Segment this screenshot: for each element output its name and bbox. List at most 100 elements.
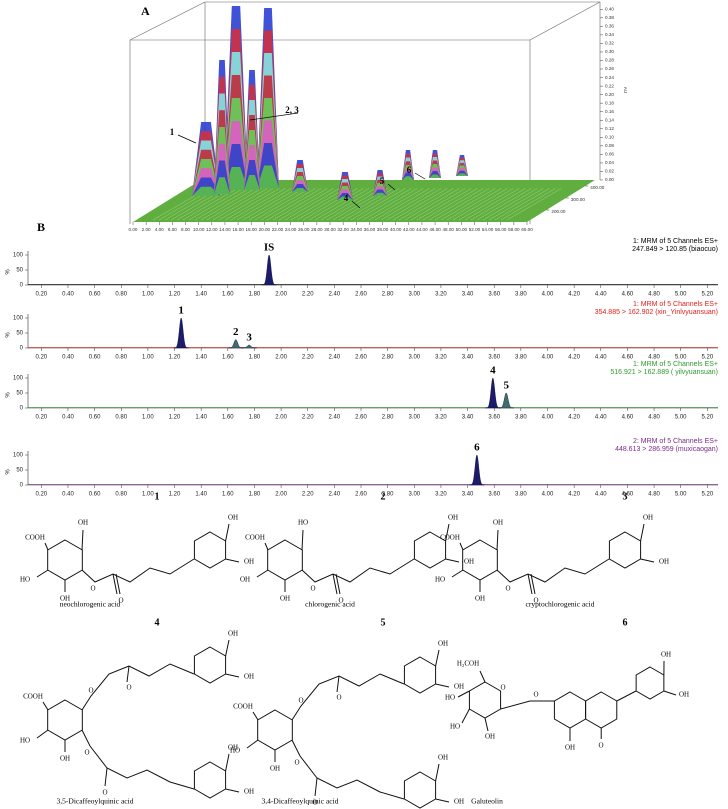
bond: [225, 639, 230, 657]
ridge: [434, 188, 490, 221]
x-tick-label: 4.80: [648, 355, 660, 361]
compound-number: 6: [623, 617, 628, 628]
x-tick-label: 0.80: [115, 292, 127, 298]
x-tick-label: 0.40: [62, 292, 74, 298]
atom-label: O: [126, 684, 131, 692]
atom-label: OH: [661, 651, 671, 659]
ridge: [446, 188, 502, 221]
channel-title: 448.613 > 286.959 (muxicaogan): [615, 446, 718, 453]
channel-title: 1: MRM of 5 Channels ES+: [633, 301, 718, 308]
x-tick-label: 3.60: [488, 492, 500, 498]
bond: [496, 558, 610, 583]
x-tick-label: 5.00: [675, 355, 687, 361]
x-tick-label: 36.00: [364, 227, 376, 232]
y-tick-label: 0.10: [605, 135, 614, 140]
bond: [246, 739, 259, 749]
x-tick-label: 34.00: [351, 227, 363, 232]
x-tick-label: 5.00: [675, 292, 687, 298]
x-tick-label: 3.40: [462, 292, 474, 298]
atom-label: OH: [493, 519, 503, 527]
x-tick-label: 0.60: [89, 355, 101, 361]
compound-name: 3,4-Dicaffeoylquinic acid: [262, 797, 339, 806]
bond: [640, 523, 645, 542]
annotation: 2, 3: [285, 105, 299, 115]
bond: [459, 542, 464, 551]
x-tick-label: 5.00: [675, 415, 687, 421]
compound-name: 3,5-Dicaffeoylquinic acid: [57, 797, 134, 806]
x-tick-label: 0.40: [62, 415, 74, 421]
bond: [479, 670, 486, 683]
y-tick-label: 0.14: [605, 117, 614, 122]
peak: [261, 254, 277, 286]
x-tick-label: 30.00: [324, 227, 336, 232]
x-tick-label: 1.40: [195, 292, 207, 298]
atom-label: OH: [464, 558, 474, 566]
ring: [193, 531, 227, 569]
bond: [225, 558, 240, 563]
bond: [291, 739, 405, 800]
x-tick-label: 3.40: [462, 492, 474, 498]
bond: [616, 690, 637, 702]
x-tick-label: 4.40: [595, 415, 607, 421]
x-tick-label: 4.40: [595, 492, 607, 498]
x-tick-label: 3.40: [462, 415, 474, 421]
bond: [44, 542, 49, 551]
atom-label: OH: [438, 640, 448, 648]
peak-decor: [402, 176, 414, 180]
x-tick-label: 4.20: [568, 492, 580, 498]
bond: [291, 673, 405, 721]
bond: [663, 690, 677, 696]
y-axis-label: %: [6, 332, 12, 338]
bond: [42, 701, 49, 711]
x-tick-label: 2.80: [382, 415, 394, 421]
atom-label: OH: [240, 576, 250, 584]
ridge: [212, 188, 268, 221]
atom-label: O: [505, 585, 510, 593]
y-tick-label: 100: [13, 376, 24, 382]
z-tick-label: 300.00: [571, 197, 585, 202]
x-tick-label: 2.40: [329, 415, 341, 421]
ridge: [320, 188, 376, 221]
x-tick-label: 12.00: [206, 227, 218, 232]
x-tick-label: 6.00: [168, 227, 177, 232]
structure: COOH OH HO OH O O OH OH: [20, 514, 254, 605]
atom-label: COOH: [23, 693, 43, 701]
atom-label: OH: [454, 683, 464, 691]
ridge: [368, 188, 424, 221]
annotation: 4: [344, 193, 349, 203]
ring: [585, 691, 618, 729]
x-tick-label: 2.00: [275, 492, 287, 498]
x-tick-label: 5.20: [701, 355, 713, 361]
ridge: [200, 188, 256, 221]
y-tick-label: 50: [16, 331, 23, 337]
y-tick-label: 0.08: [605, 143, 614, 148]
x-tick-label: 2.80: [382, 492, 394, 498]
y-tick-label: 0.18: [605, 100, 614, 105]
bond: [252, 711, 259, 721]
ridge: [236, 188, 292, 221]
bond: [81, 529, 84, 551]
atom-label: O: [312, 799, 317, 807]
x-tick-label: 2.40: [329, 292, 341, 298]
x-tick-label: 1.80: [249, 292, 261, 298]
y-tick-label: 0.20: [605, 92, 614, 97]
ridge: [248, 188, 304, 221]
x-tick-label: 5.20: [701, 415, 713, 421]
y-tick-label: 0.02: [605, 169, 614, 174]
atom-label: O: [500, 684, 505, 692]
y-tick-label: 0.38: [605, 15, 614, 20]
bond: [264, 542, 269, 551]
x-tick-label: 3.20: [435, 292, 447, 298]
ring: [635, 666, 665, 700]
atom-label: O: [598, 742, 603, 750]
x-tick-label: 3.60: [488, 292, 500, 298]
x-tick-label: 18.00: [245, 227, 257, 232]
ring: [403, 656, 437, 694]
compound-number: 3: [623, 491, 628, 502]
peak-decor: [257, 165, 279, 188]
x-tick-label: 44.00: [416, 227, 428, 232]
x-tick-label: 56.00: [495, 227, 507, 232]
x-tick-label: 3.40: [462, 355, 474, 361]
ridge: [290, 188, 346, 221]
